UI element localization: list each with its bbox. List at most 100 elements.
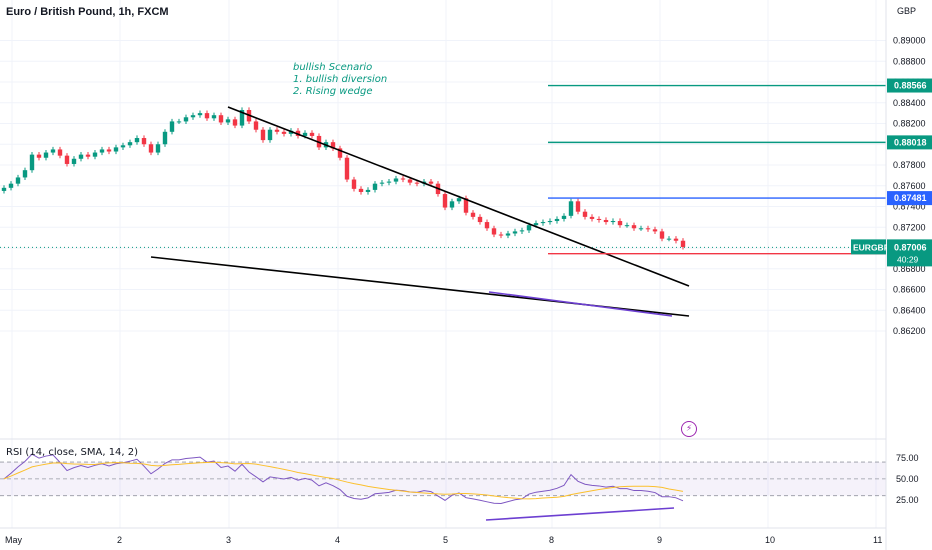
- candle-body[interactable]: [29, 154, 35, 171]
- candle-body[interactable]: [36, 154, 42, 158]
- candle-body[interactable]: [379, 182, 385, 184]
- candle-body[interactable]: [267, 129, 273, 141]
- rsi-label[interactable]: RSI (14, close, SMA, 14, 2): [6, 447, 139, 458]
- candle-body[interactable]: [456, 198, 462, 202]
- candle-body[interactable]: [302, 132, 308, 136]
- candle-body[interactable]: [337, 148, 343, 158]
- candle-body[interactable]: [540, 222, 546, 224]
- candle-body[interactable]: [631, 225, 637, 229]
- candle-body[interactable]: [71, 158, 77, 164]
- candle-body[interactable]: [638, 228, 644, 230]
- candle-body[interactable]: [15, 177, 21, 184]
- candle-body[interactable]: [309, 132, 315, 136]
- candle-body[interactable]: [568, 201, 574, 216]
- candle-body[interactable]: [582, 211, 588, 217]
- candle-body[interactable]: [617, 221, 623, 226]
- candle-body[interactable]: [610, 221, 616, 223]
- candle-body[interactable]: [498, 234, 504, 236]
- candle-body[interactable]: [491, 228, 497, 235]
- candle-body[interactable]: [106, 149, 112, 152]
- rsi-pane[interactable]: [3, 453, 684, 521]
- candle-body[interactable]: [141, 138, 147, 145]
- candle-body[interactable]: [225, 119, 231, 123]
- rsi-divergence-line[interactable]: [485, 507, 675, 521]
- candle-body[interactable]: [372, 183, 378, 190]
- candle-body[interactable]: [512, 231, 518, 234]
- candle-body[interactable]: [92, 152, 98, 157]
- candle-body[interactable]: [554, 218, 560, 222]
- candle-body[interactable]: [162, 131, 168, 145]
- candle-body[interactable]: [155, 144, 161, 153]
- candle-body[interactable]: [239, 110, 245, 126]
- candle-body[interactable]: [414, 182, 420, 184]
- candle-body[interactable]: [624, 225, 630, 227]
- candle-body[interactable]: [407, 179, 413, 183]
- candle-body[interactable]: [358, 188, 364, 192]
- candle-body[interactable]: [260, 129, 266, 141]
- candle-body[interactable]: [344, 157, 350, 180]
- candle-body[interactable]: [519, 230, 525, 232]
- candle-body[interactable]: [22, 170, 28, 178]
- candle-body[interactable]: [1, 187, 7, 191]
- upper-trendline[interactable]: [227, 106, 690, 287]
- candle-body[interactable]: [393, 178, 399, 182]
- candle-body[interactable]: [365, 189, 371, 192]
- candle-body[interactable]: [484, 222, 490, 229]
- candle-body[interactable]: [666, 238, 672, 240]
- candle-body[interactable]: [603, 219, 609, 223]
- candle-body[interactable]: [351, 179, 357, 189]
- candle-body[interactable]: [8, 183, 14, 188]
- candle-body[interactable]: [596, 218, 602, 220]
- candle-body[interactable]: [386, 181, 392, 183]
- candle-body[interactable]: [330, 142, 336, 149]
- candle-body[interactable]: [449, 201, 455, 208]
- candle-body[interactable]: [470, 212, 476, 217]
- candle-body[interactable]: [561, 215, 567, 219]
- candles[interactable]: [0, 107, 886, 250]
- candle-body[interactable]: [197, 113, 203, 116]
- candle-body[interactable]: [232, 119, 238, 126]
- candle-body[interactable]: [463, 198, 469, 213]
- candle-body[interactable]: [505, 233, 511, 236]
- candle-body[interactable]: [99, 149, 105, 153]
- lightning-icon[interactable]: ⚡: [681, 421, 697, 437]
- candle-body[interactable]: [148, 144, 154, 153]
- candle-body[interactable]: [204, 113, 210, 119]
- chart-title[interactable]: Euro / British Pound, 1h, FXCM: [6, 6, 169, 18]
- candle-body[interactable]: [57, 149, 63, 156]
- candle-body[interactable]: [50, 149, 56, 153]
- candle-body[interactable]: [169, 121, 175, 132]
- candle-body[interactable]: [526, 225, 532, 231]
- candle-body[interactable]: [134, 138, 140, 143]
- candle-body[interactable]: [652, 229, 658, 232]
- candle-body[interactable]: [533, 223, 539, 226]
- candle-body[interactable]: [442, 194, 448, 208]
- candle-body[interactable]: [645, 228, 651, 230]
- candle-body[interactable]: [673, 238, 679, 241]
- time-axis[interactable]: May 2 3 4 5 8 9 10 11: [0, 527, 886, 545]
- candle-body[interactable]: [183, 117, 189, 122]
- candle-body[interactable]: [176, 121, 182, 123]
- drawings[interactable]: [150, 84, 886, 317]
- candle-body[interactable]: [127, 142, 133, 146]
- candle-body[interactable]: [477, 216, 483, 223]
- candle-body[interactable]: [274, 129, 280, 132]
- candle-body[interactable]: [113, 147, 119, 152]
- candle-body[interactable]: [218, 115, 224, 123]
- candle-body[interactable]: [659, 231, 665, 239]
- candle-body[interactable]: [575, 201, 581, 212]
- candle-body[interactable]: [120, 145, 126, 148]
- candle-body[interactable]: [78, 154, 84, 159]
- candle-body[interactable]: [64, 155, 70, 164]
- candle-body[interactable]: [428, 181, 434, 184]
- candle-body[interactable]: [547, 221, 553, 223]
- candle-body[interactable]: [680, 240, 686, 247]
- candle-body[interactable]: [253, 121, 259, 130]
- price-divergence-line[interactable]: [488, 291, 673, 317]
- candle-body[interactable]: [281, 131, 287, 134]
- candle-body[interactable]: [43, 152, 49, 158]
- rsi-line[interactable]: [3, 453, 684, 504]
- candle-body[interactable]: [589, 216, 595, 219]
- candle-body[interactable]: [190, 115, 196, 118]
- candle-body[interactable]: [85, 154, 91, 157]
